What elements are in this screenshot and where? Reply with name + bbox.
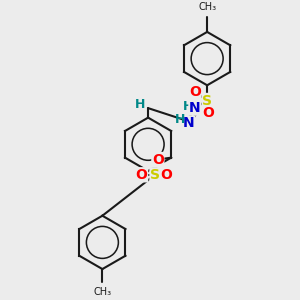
Text: N: N [189, 101, 201, 115]
Text: CH₃: CH₃ [198, 2, 216, 12]
Text: S: S [202, 94, 212, 107]
Text: O: O [160, 168, 172, 182]
Text: O: O [136, 168, 148, 182]
Text: S: S [150, 168, 160, 182]
Text: CH₃: CH₃ [93, 287, 111, 297]
Text: O: O [189, 85, 201, 99]
Text: H: H [175, 113, 186, 126]
Text: O: O [152, 152, 164, 167]
Text: N: N [183, 116, 195, 130]
Text: O: O [202, 106, 214, 120]
Text: H: H [135, 98, 146, 111]
Text: H: H [183, 100, 193, 113]
